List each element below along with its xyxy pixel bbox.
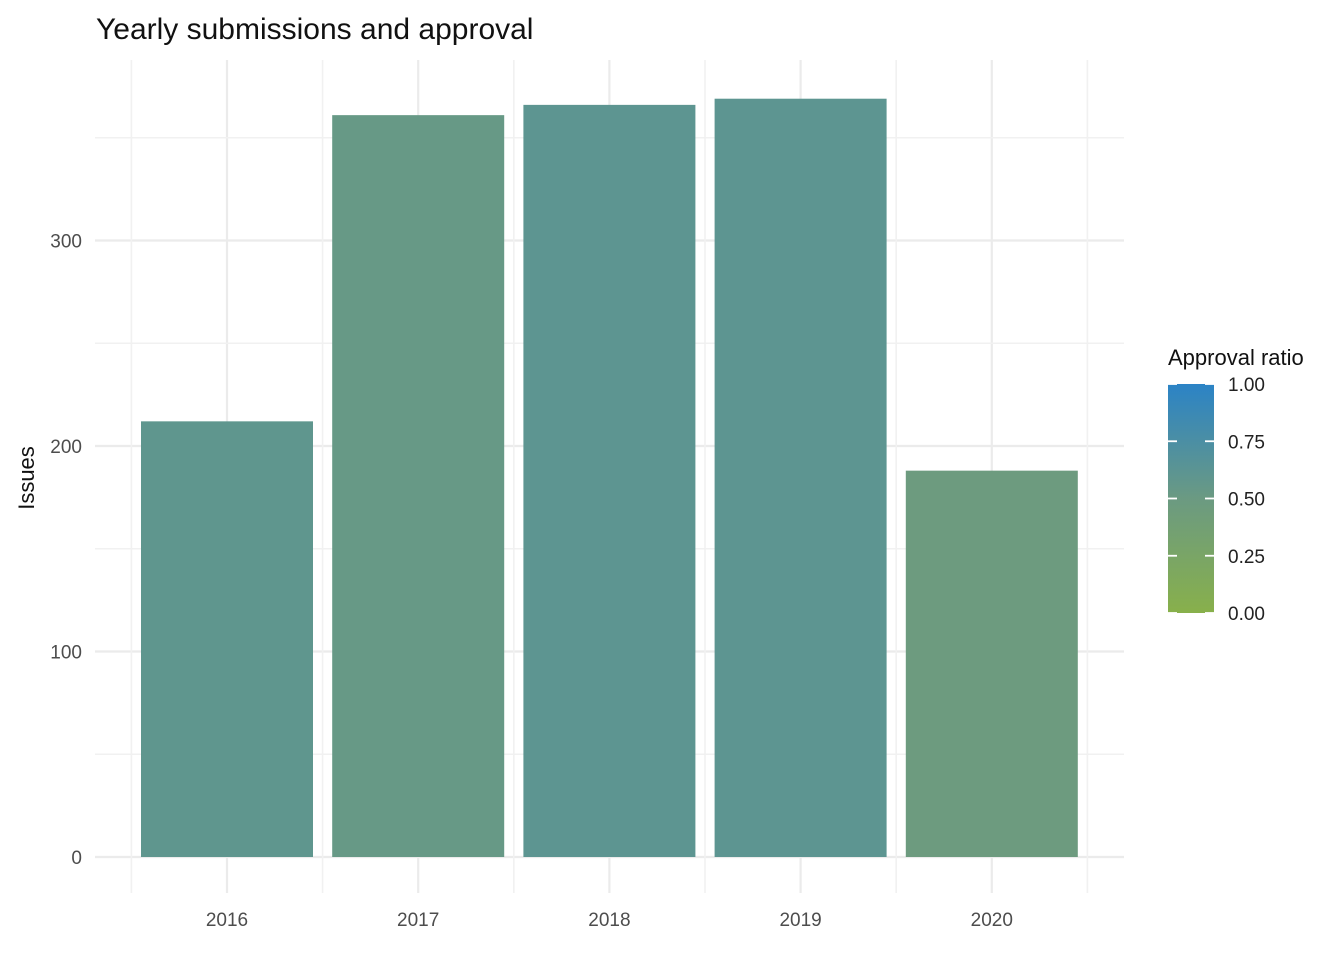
x-tick-label: 2018 [588,910,630,931]
x-tick-label: 2017 [397,910,439,931]
legend: Approval ratio 1.00 0.75 0.50 0.25 0.00 [1168,345,1304,625]
y-tick-label: 300 [50,232,82,253]
y-axis-title: Issues [14,446,39,510]
bar-2017 [332,115,505,857]
legend-ticks: 1.00 0.75 0.50 0.25 0.00 [1168,375,1265,625]
y-tick-label: 200 [50,437,82,458]
x-axis-labels: 2016 2017 2018 2019 2020 [206,910,1013,931]
x-tick-label: 2019 [779,910,821,931]
legend-tick-label: 0.50 [1228,490,1265,511]
legend-tick-label: 1.00 [1228,375,1265,396]
x-tick-label: 2020 [971,910,1013,931]
bar-2018 [523,104,696,858]
chart-title: Yearly submissions and approval [96,13,533,46]
legend-title: Approval ratio [1168,345,1304,370]
legend-tick-label: 0.00 [1228,604,1265,625]
y-tick-label: 0 [71,848,82,869]
x-tick-label: 2016 [206,910,248,931]
bars [141,98,1078,858]
y-axis-labels: 0 100 200 300 [50,232,82,870]
bar-2020 [905,470,1078,857]
bar-2019 [714,98,887,857]
legend-tick-label: 0.25 [1228,547,1265,568]
legend-tick-label: 0.75 [1228,432,1265,453]
bar-2016 [141,421,313,857]
y-tick-label: 100 [50,643,82,664]
